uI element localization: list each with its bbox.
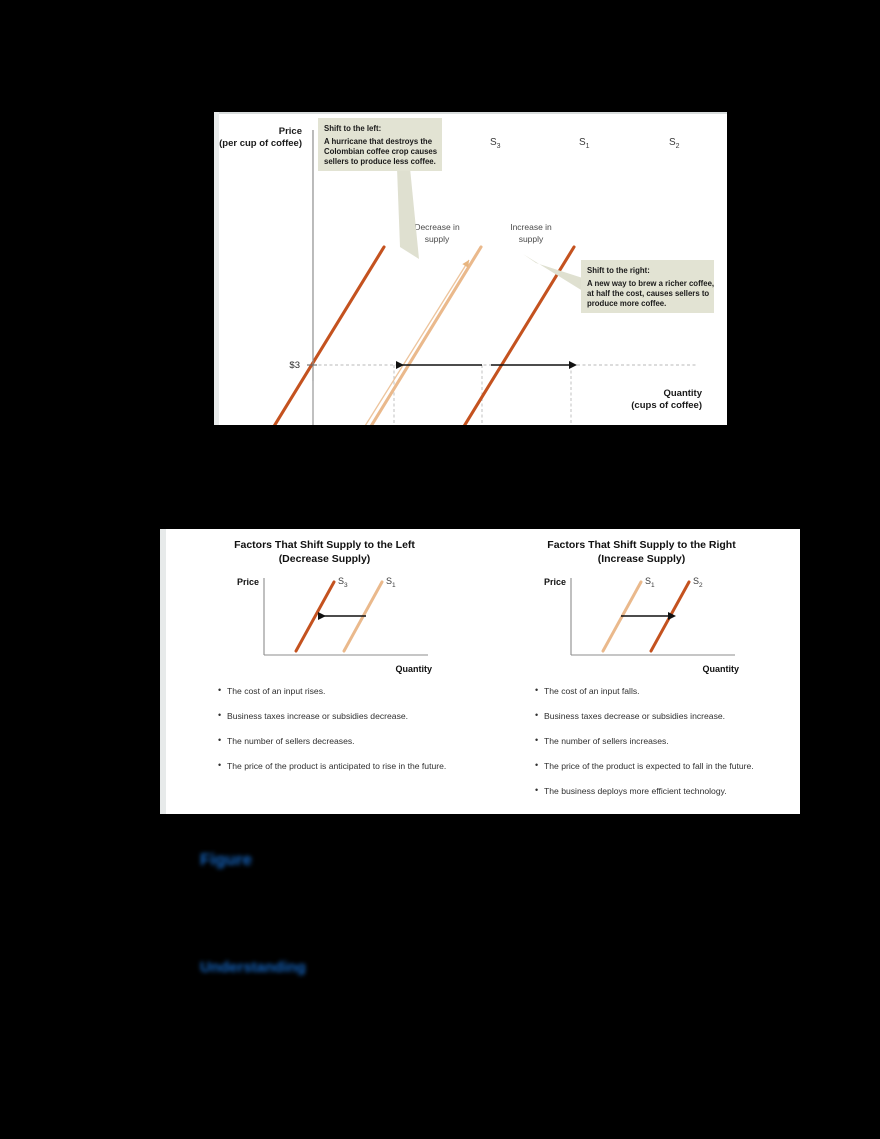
left-callout-box: [318, 118, 442, 171]
factors-right-heading-line1: Factors That Shift Supply to the Right: [547, 539, 736, 551]
supply-shift-figure: Price (per cup of coffee) $3 Quantity (c…: [214, 112, 727, 425]
factors-column-left: Factors That Shift Supply to the Left (D…: [166, 529, 483, 814]
decrease-supply-note-line1: Decrease in: [414, 222, 460, 232]
list-item: Business taxes decrease or subsidies inc…: [535, 709, 786, 722]
factors-left-heading: Factors That Shift Supply to the Left (D…: [166, 538, 483, 566]
factors-panel-left-edge-strip: [160, 529, 166, 814]
left-callout-pointer: [397, 168, 419, 259]
left-callout-line-2: Colombian coffee crop causes: [324, 147, 438, 156]
factors-right-minichart-wrap: Price Quantity S1 S2: [483, 572, 800, 677]
factors-left-minichart: Price Quantity S3 S1: [237, 576, 432, 674]
left-callout-line-3: sellers to produce less coffee.: [324, 157, 436, 166]
supply-curve-s3: [272, 245, 386, 425]
mini-left-curve-label-s3: S3: [338, 576, 348, 589]
y-axis-subtitle: (per cup of coffee): [219, 138, 302, 149]
curve-label-s1: S1: [579, 137, 590, 150]
mini-left-curve-label-s1: S1: [386, 576, 396, 589]
mini-left-price-label: Price: [237, 577, 259, 587]
obscured-text-block-1: Figure: [200, 850, 252, 869]
right-callout-line-1: A new way to brew a richer coffee,: [587, 279, 714, 288]
right-callout-line-3: produce more coffee.: [587, 299, 666, 308]
factors-right-heading-line2: (Increase Supply): [597, 553, 686, 565]
x-axis-subtitle: (cups of coffee): [631, 400, 702, 411]
factors-left-list: The cost of an input rises. Business tax…: [166, 684, 483, 772]
factors-left-heading-line2: (Decrease Supply): [278, 553, 371, 565]
left-callout-title: Shift to the left:: [324, 124, 381, 133]
right-callout-pointer: [523, 254, 592, 293]
factors-right-list: The cost of an input falls. Business tax…: [483, 684, 800, 797]
s1-shift-indicator: [348, 259, 470, 425]
supply-shift-chart: Price (per cup of coffee) $3 Quantity (c…: [219, 118, 714, 425]
panel-top-rule: [214, 112, 727, 114]
mini-right-curve-label-s1: S1: [645, 576, 655, 589]
right-callout-line-2: at half the cost, causes sellers to: [587, 289, 709, 298]
obscured-text-block-2: Understanding: [200, 959, 306, 976]
list-item: The price of the product is expected to …: [535, 759, 786, 772]
mini-left-curve-s3: [294, 580, 336, 653]
right-callout-box: [581, 260, 714, 313]
mini-left-quantity-label: Quantity: [395, 664, 432, 674]
mini-right-quantity-label: Quantity: [702, 664, 739, 674]
panel-left-edge-strip: [214, 112, 219, 425]
list-item: The business deploys more efficient tech…: [535, 784, 786, 797]
curve-label-s3: S3: [490, 137, 501, 150]
supply-curve-s2: [462, 245, 576, 425]
curve-label-s2: S2: [669, 137, 680, 150]
right-callout-title: Shift to the right:: [587, 266, 650, 275]
factors-column-right: Factors That Shift Supply to the Right (…: [483, 529, 800, 814]
y-axis-title: Price: [279, 126, 302, 137]
factors-left-heading-line1: Factors That Shift Supply to the Left: [234, 539, 415, 551]
list-item: The price of the product is anticipated …: [218, 759, 469, 772]
increase-supply-note-line1: Increase in: [510, 222, 552, 232]
mini-right-curve-label-s2: S2: [693, 576, 703, 589]
increase-supply-note-line2: supply: [519, 234, 544, 244]
list-item: The number of sellers increases.: [535, 734, 786, 747]
factors-left-minichart-wrap: Price Quantity S3 S1: [166, 572, 483, 677]
factors-right-heading: Factors That Shift Supply to the Right (…: [483, 538, 800, 566]
x-axis-title: Quantity: [663, 388, 702, 399]
left-callout-line-1: A hurricane that destroys the: [324, 137, 433, 146]
list-item: The cost of an input falls.: [535, 684, 786, 697]
list-item: Business taxes increase or subsidies dec…: [218, 709, 469, 722]
supply-shift-factors-panel: Factors That Shift Supply to the Left (D…: [160, 529, 800, 814]
list-item: The cost of an input rises.: [218, 684, 469, 697]
decrease-supply-note-line2: supply: [425, 234, 450, 244]
mini-right-price-label: Price: [544, 577, 566, 587]
list-item: The number of sellers decreases.: [218, 734, 469, 747]
price-tick-label: $3: [289, 360, 300, 371]
factors-right-minichart: Price Quantity S1 S2: [544, 576, 739, 674]
